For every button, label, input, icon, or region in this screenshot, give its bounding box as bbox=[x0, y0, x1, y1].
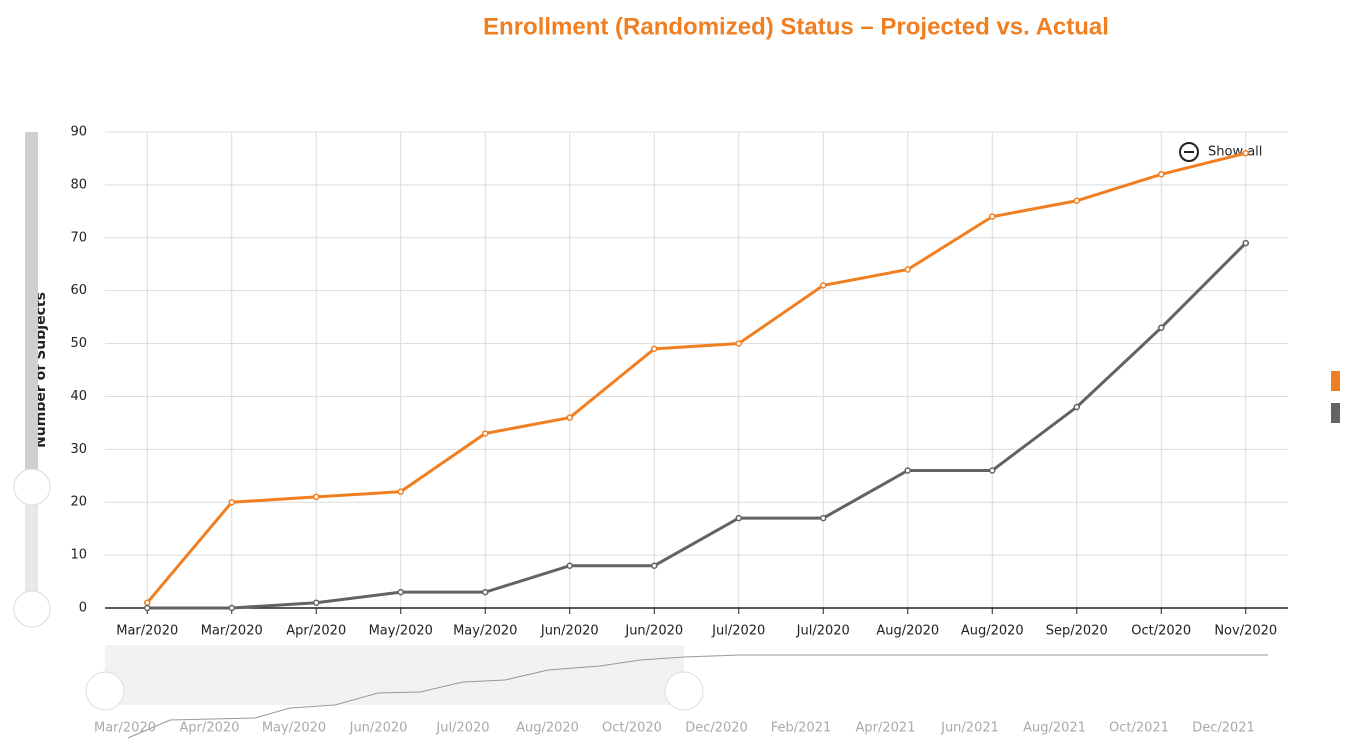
navigator-label: Jun/2021 bbox=[940, 721, 999, 736]
legend-swatch bbox=[1331, 403, 1340, 423]
navigator-handle[interactable] bbox=[85, 671, 125, 711]
navigator-label: Apr/2020 bbox=[180, 721, 240, 736]
data-point bbox=[820, 514, 827, 522]
y-tick-label: 20 bbox=[70, 495, 87, 510]
navigator-label: Dec/2021 bbox=[1192, 721, 1255, 736]
navigator-label: May/2020 bbox=[262, 721, 326, 736]
x-tick-label: Apr/2020 bbox=[286, 624, 346, 639]
data-point bbox=[1158, 171, 1165, 178]
data-point bbox=[904, 467, 911, 474]
data-point bbox=[144, 599, 151, 606]
data-point bbox=[1242, 149, 1249, 157]
data-point bbox=[735, 514, 742, 522]
navigator-selection[interactable] bbox=[105, 645, 684, 705]
navigator-label: Jul/2020 bbox=[435, 721, 489, 736]
data-point bbox=[566, 562, 573, 569]
y-tick-label: 0 bbox=[79, 601, 87, 616]
data-point bbox=[144, 604, 151, 612]
x-tick-label: Mar/2020 bbox=[201, 624, 263, 639]
navigator-handle[interactable] bbox=[664, 671, 704, 711]
y-tick-label: 30 bbox=[70, 442, 87, 457]
series-line bbox=[146, 151, 1247, 604]
scroll-handle[interactable] bbox=[13, 590, 51, 628]
data-point bbox=[313, 493, 320, 501]
show-all-label: Show all bbox=[1208, 145, 1262, 160]
data-point bbox=[651, 345, 658, 353]
navigator-label: Aug/2021 bbox=[1023, 721, 1086, 736]
navigator-label: Aug/2020 bbox=[516, 721, 579, 736]
navigator[interactable]: Mar/2020 Apr/2020 May/2020 Jun/2020 Jul/2020… bbox=[85, 645, 1268, 739]
x-tick-label: Sep/2020 bbox=[1046, 624, 1108, 639]
x-tick-label: Oct/2020 bbox=[1131, 624, 1191, 639]
series-line bbox=[147, 242, 1247, 610]
x-tick-label: Aug/2020 bbox=[876, 624, 939, 639]
navigator-label: Oct/2021 bbox=[1109, 721, 1169, 736]
data-point bbox=[651, 562, 658, 569]
data-point bbox=[989, 467, 996, 474]
data-point bbox=[482, 588, 489, 596]
navigator-label: Jun/2020 bbox=[349, 721, 408, 736]
show-all-button[interactable]: Show all bbox=[1179, 142, 1262, 162]
data-point bbox=[1158, 324, 1165, 331]
y-tick-label: 40 bbox=[70, 389, 87, 404]
navigator-line bbox=[127, 654, 1268, 739]
data-point bbox=[482, 430, 489, 437]
x-tick-label: Nov/2020 bbox=[1214, 624, 1277, 639]
x-tick-label: May/2020 bbox=[369, 624, 433, 639]
x-tick-label: Jun/2020 bbox=[540, 624, 599, 639]
data-point bbox=[735, 340, 742, 347]
chart-title: Enrollment (Randomized) Status – Project… bbox=[483, 13, 1109, 40]
data-point bbox=[566, 414, 573, 421]
x-tick-label: Jun/2020 bbox=[624, 624, 683, 639]
data-point bbox=[1242, 239, 1249, 247]
navigator-label: Feb/2021 bbox=[771, 721, 831, 736]
x-tick-label: Aug/2020 bbox=[961, 624, 1024, 639]
data-point bbox=[228, 498, 235, 506]
data-point bbox=[397, 488, 404, 495]
navigator-label: Apr/2021 bbox=[856, 721, 916, 736]
y-tick-label: 60 bbox=[70, 283, 87, 298]
scroll-handle[interactable] bbox=[13, 468, 51, 506]
x-tick-label: Jul/2020 bbox=[796, 624, 850, 639]
data-point bbox=[820, 282, 827, 289]
legend-swatch bbox=[1331, 371, 1340, 391]
data-point bbox=[228, 604, 235, 612]
navigator-label: Oct/2020 bbox=[602, 721, 662, 736]
data-point bbox=[989, 213, 996, 220]
y-tick-label: 70 bbox=[70, 230, 87, 245]
y-tick-label: 90 bbox=[70, 125, 87, 140]
y-tick-label: 10 bbox=[70, 548, 87, 563]
x-tick-label: Jul/2020 bbox=[711, 624, 765, 639]
scrollbar-thumb[interactable] bbox=[25, 132, 38, 487]
data-point bbox=[1073, 197, 1080, 205]
navigator-label: Dec/2020 bbox=[685, 721, 748, 736]
zoom-icon bbox=[1179, 142, 1199, 162]
x-tick-label: May/2020 bbox=[453, 624, 517, 639]
data-point bbox=[904, 266, 911, 273]
plot-grid bbox=[105, 131, 1288, 609]
x-tick-label: Mar/2020 bbox=[116, 624, 178, 639]
data-point bbox=[397, 588, 404, 596]
data-point bbox=[313, 599, 320, 606]
data-point bbox=[1073, 403, 1080, 411]
y-tick-label: 80 bbox=[70, 177, 87, 192]
navigator-label: Mar/2020 bbox=[94, 721, 156, 736]
y-tick-label: 50 bbox=[70, 336, 87, 351]
